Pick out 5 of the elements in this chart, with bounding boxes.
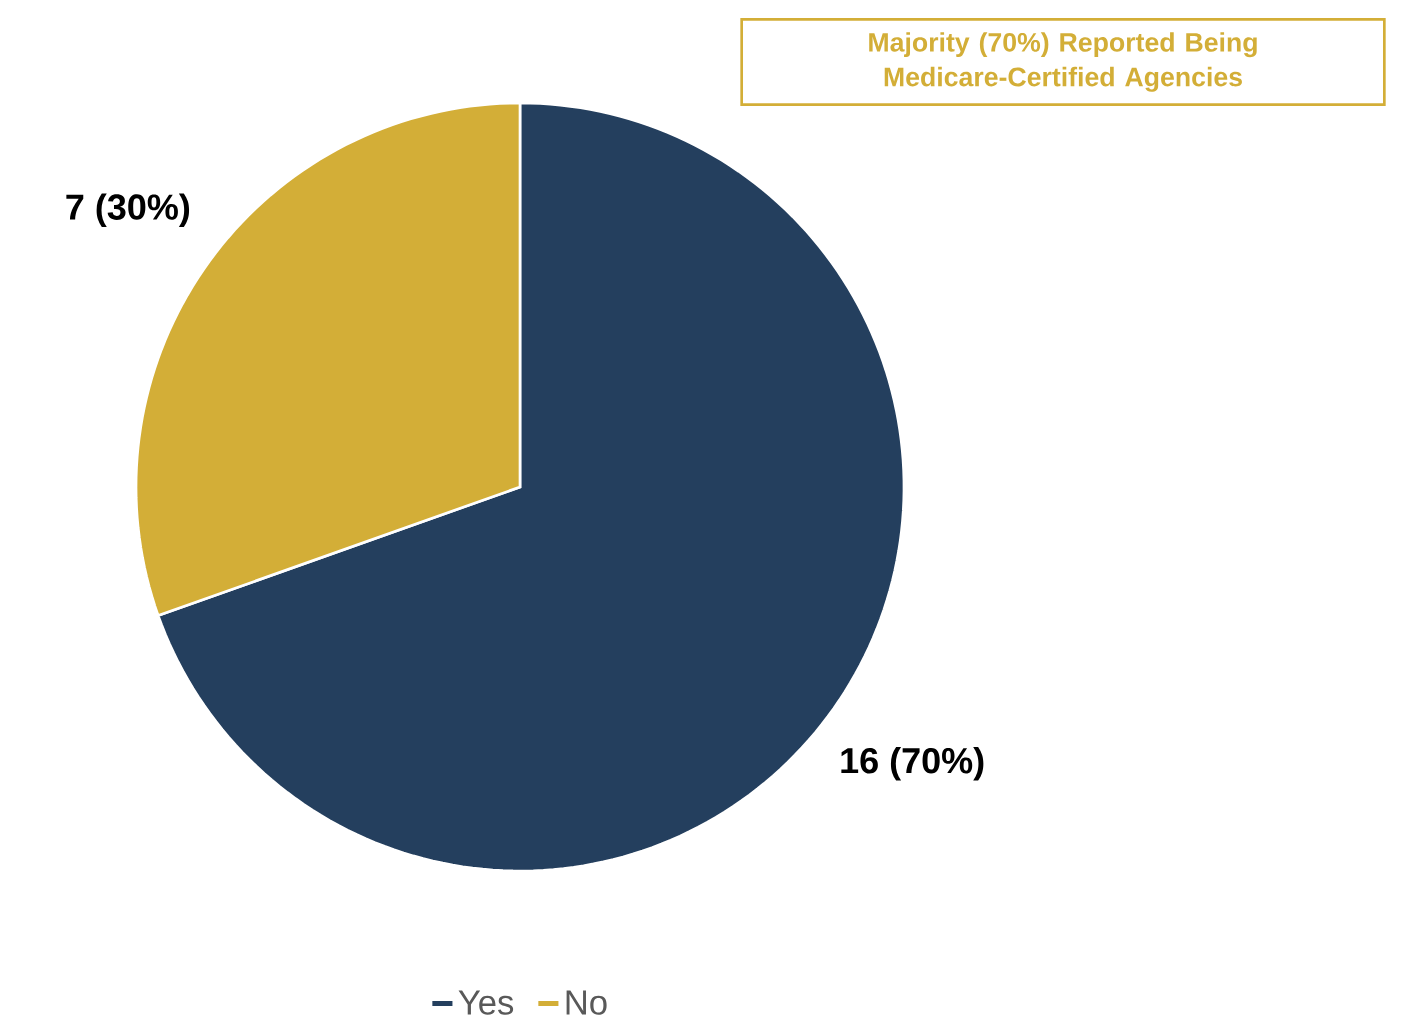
data-label: 7 (30%) [66,193,190,227]
legend-label: No [566,990,607,1015]
text: Majority (70%) Reported Being Medicare-Certified Agencies [869,32,1257,92]
data-label: 16 (70%) [841,747,984,781]
legend-label: Yes [458,990,514,1015]
